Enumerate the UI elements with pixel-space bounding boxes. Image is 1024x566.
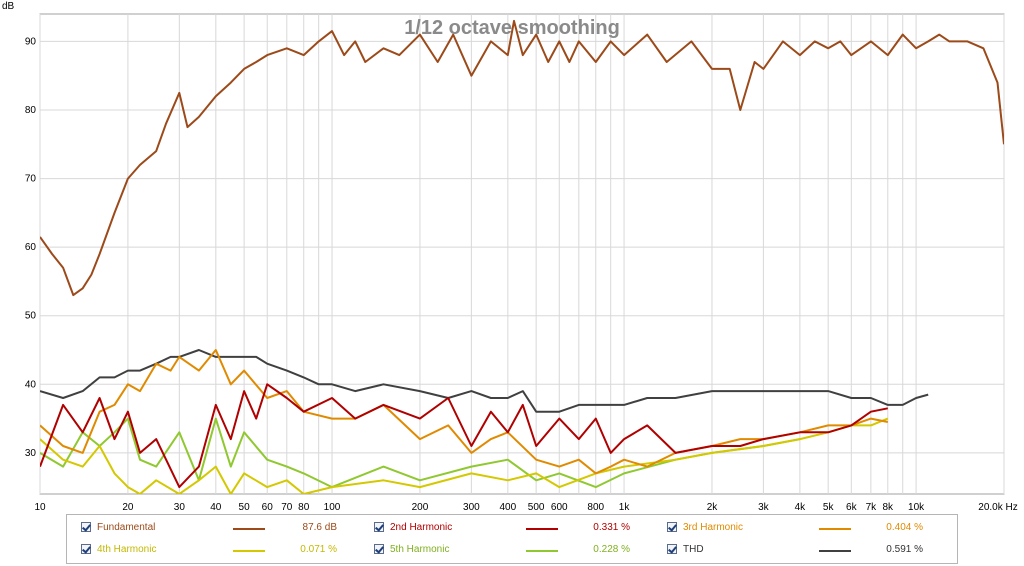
checkbox-fundamental[interactable] — [81, 522, 91, 532]
legend-value: 0.404 % — [886, 522, 923, 533]
x-tick-label: 80 — [298, 502, 310, 512]
y-tick-label: 80 — [25, 105, 37, 116]
x-tick-label: 5k — [823, 502, 835, 512]
chart-title: 1/12 octave smoothing — [404, 17, 620, 39]
legend-value: 0.228 % — [593, 544, 630, 555]
series-layer — [40, 19, 1004, 494]
x-tick-label: 50 — [239, 502, 251, 512]
legend-line-swatch — [233, 550, 265, 552]
series-line-fundamental — [40, 19, 1004, 297]
checkbox-5th-harmonic[interactable] — [374, 544, 384, 554]
y-tick-label: 70 — [25, 174, 37, 185]
legend-item-2nd-harmonic[interactable]: 2nd Harmonic 0.331 % — [374, 519, 664, 537]
legend-line-swatch — [526, 550, 558, 552]
x-tick-label: 40 — [210, 502, 222, 512]
legend: Fundamental 87.6 dB 2nd Harmonic 0.331 % 3rd… — [66, 514, 958, 564]
checkbox-thd[interactable] — [667, 544, 677, 554]
x-tick-label: 300 — [463, 502, 480, 512]
x-tick-label: 600 — [551, 502, 568, 512]
x-tick-label: 200 — [412, 502, 429, 512]
x-tick-label: 1k — [619, 502, 631, 512]
y-axis-label: dB — [2, 1, 15, 12]
y-tick-label: 50 — [25, 311, 37, 322]
series-line-5th-harmonic — [40, 417, 801, 489]
x-tick-label: 10 — [34, 502, 46, 512]
legend-label: THD — [683, 544, 704, 555]
x-tick-label: 800 — [587, 502, 604, 512]
x-tick-label: 100 — [324, 502, 341, 512]
legend-item-3rd-harmonic[interactable]: 3rd Harmonic 0.404 % — [667, 519, 957, 537]
legend-label: 2nd Harmonic — [390, 522, 453, 533]
x-tick-label: 20 — [122, 502, 134, 512]
series-line-thd — [40, 349, 929, 413]
plot-area — [39, 13, 1005, 495]
distortion-chart: 30 40 50 60 70 80 90 10 20 30 40 50 60 70 80 100 200 300 4… — [2, 1, 1018, 512]
series-line-3rd-harmonic — [40, 349, 888, 475]
legend-value: 0.331 % — [593, 522, 630, 533]
grid — [39, 14, 1005, 494]
x-tick-label: 2k — [707, 502, 719, 512]
legend-item-5th-harmonic[interactable]: 5th Harmonic 0.228 % — [374, 541, 664, 559]
legend-label: 5th Harmonic — [390, 544, 450, 555]
legend-line-swatch — [819, 528, 851, 530]
x-tick-label: 30 — [174, 502, 186, 512]
legend-value: 0.071 % — [300, 544, 337, 555]
x-tick-label: 500 — [528, 502, 545, 512]
legend-label: 3rd Harmonic — [683, 522, 744, 533]
legend-item-thd[interactable]: THD 0.591 % — [667, 541, 957, 559]
legend-item-4th-harmonic[interactable]: 4th Harmonic 0.071 % — [81, 541, 371, 559]
axis-labels: 30 40 50 60 70 80 90 10 20 30 40 50 60 70 80 100 200 300 4… — [25, 36, 1018, 512]
x-tick-label: 10k — [908, 502, 925, 512]
legend-line-swatch — [233, 528, 265, 530]
checkbox-4th-harmonic[interactable] — [81, 544, 91, 554]
x-tick-label: 7k — [866, 502, 878, 512]
x-tick-label: 400 — [500, 502, 517, 512]
legend-line-swatch — [819, 550, 851, 552]
legend-label: Fundamental — [97, 522, 156, 533]
legend-label: 4th Harmonic — [97, 544, 157, 555]
legend-item-fundamental[interactable]: Fundamental 87.6 dB — [81, 519, 371, 537]
x-tick-label: 60 — [262, 502, 274, 512]
series-line-2nd-harmonic — [40, 383, 888, 489]
y-tick-label: 60 — [25, 242, 37, 253]
y-tick-label: 30 — [25, 448, 37, 459]
x-tick-label: 20.0k Hz — [978, 502, 1017, 512]
x-tick-label: 8k — [883, 502, 895, 512]
x-tick-label: 3k — [758, 502, 770, 512]
checkbox-3rd-harmonic[interactable] — [667, 522, 677, 532]
x-tick-label: 4k — [795, 502, 807, 512]
x-tick-label: 6k — [846, 502, 858, 512]
checkbox-2nd-harmonic[interactable] — [374, 522, 384, 532]
legend-value: 0.591 % — [886, 544, 923, 555]
x-tick-label: 70 — [281, 502, 293, 512]
legend-line-swatch — [526, 528, 558, 530]
y-tick-label: 90 — [25, 36, 37, 47]
series-line-4th-harmonic — [40, 417, 889, 494]
legend-value: 87.6 dB — [302, 522, 337, 533]
y-tick-label: 40 — [25, 379, 37, 390]
